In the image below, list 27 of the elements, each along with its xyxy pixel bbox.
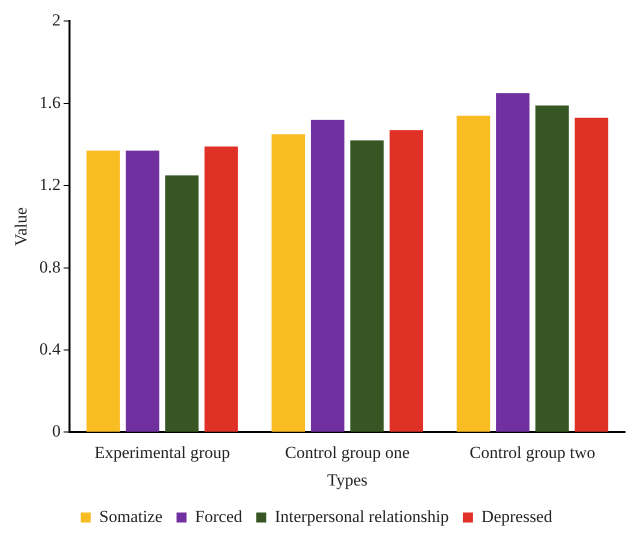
bar — [165, 175, 199, 432]
x-tick-label: Control group one — [284, 442, 410, 462]
y-tick-label: 0.8 — [39, 257, 61, 276]
bar — [86, 150, 120, 432]
y-tick-label: 1.6 — [39, 92, 61, 112]
legend-label: Somatize — [99, 506, 163, 526]
y-tick-label: 2 — [52, 10, 61, 30]
y-tick-label: 0 — [52, 422, 61, 441]
bar — [574, 118, 608, 432]
bar — [496, 93, 530, 432]
bar — [126, 150, 160, 432]
x-tick-label: Control group two — [470, 442, 596, 462]
x-tick-label: Experimental group — [94, 442, 230, 462]
x-axis-title: Types — [327, 470, 368, 490]
bar — [535, 105, 569, 432]
bar — [272, 134, 306, 432]
legend-label: Interpersonal relationship — [274, 506, 449, 526]
y-tick-label: 1.2 — [39, 175, 61, 194]
legend-label: Depressed — [481, 506, 553, 526]
bar — [350, 140, 384, 432]
bar — [456, 116, 490, 432]
bar — [390, 130, 424, 432]
bar — [204, 146, 238, 432]
legend-label: Forced — [195, 506, 243, 526]
y-tick-label: 0.4 — [39, 339, 62, 358]
y-axis-title: Value — [12, 207, 31, 246]
bar — [310, 120, 344, 432]
